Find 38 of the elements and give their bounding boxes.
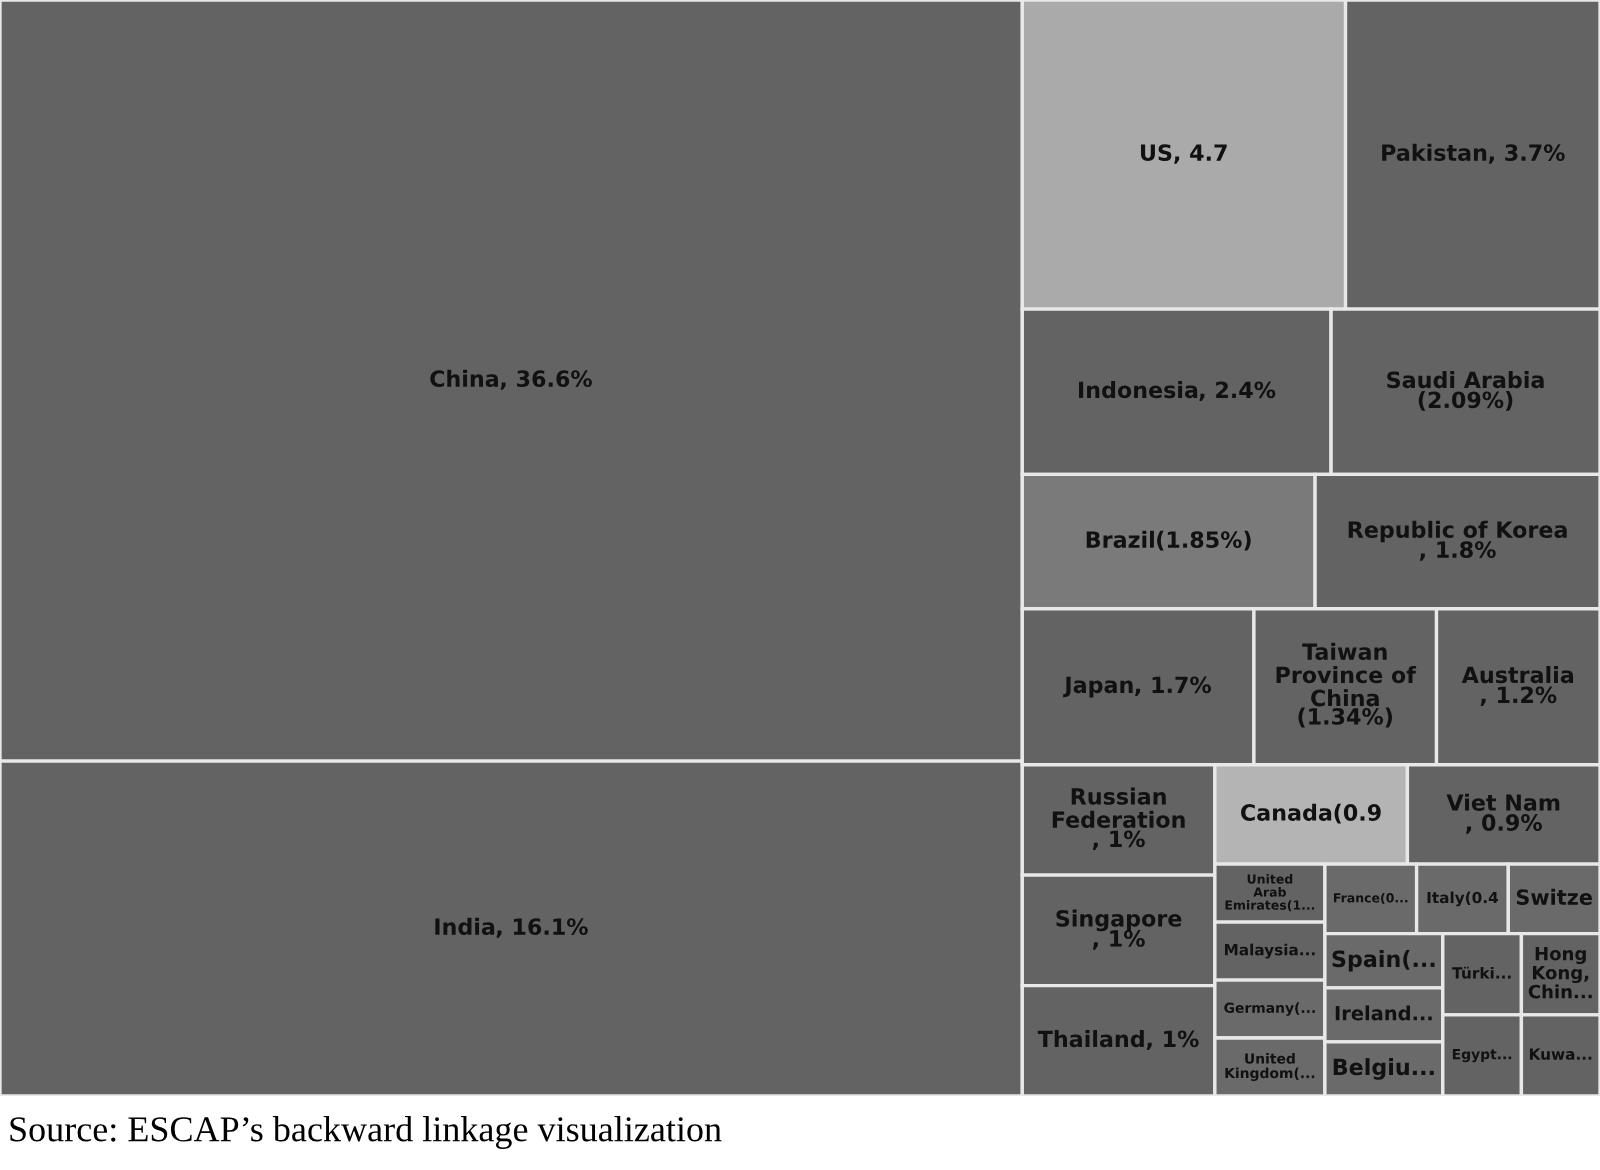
category-label: Canada xyxy=(1241,803,1332,821)
data-label: , 0.9% xyxy=(1466,814,1542,834)
category-label: Australia xyxy=(1461,665,1574,684)
category-label: India xyxy=(435,917,495,936)
category-label: Thailand xyxy=(1037,1030,1144,1048)
category-label: Switze xyxy=(1516,888,1592,905)
category-label: Ireland... xyxy=(1335,1005,1432,1021)
category-label: Republic of Korea xyxy=(1348,520,1567,543)
category-label: US xyxy=(1140,144,1172,162)
category-label: Spain(... xyxy=(1332,949,1435,972)
data-label: , 1.8% xyxy=(1419,541,1496,561)
data-label: , 1.7% xyxy=(1135,676,1211,697)
category-label: Belgiu... xyxy=(1333,1058,1434,1080)
data-label: , 1.2% xyxy=(1480,686,1557,707)
source-note: Source: ESCAP’s backward linkage visualization xyxy=(10,1116,722,1149)
data-label: , 3.7% xyxy=(1488,144,1565,164)
data-label: , 1% xyxy=(1146,1030,1199,1051)
data-label: , 16.1% xyxy=(496,918,588,938)
data-label: (2.09%) xyxy=(1418,391,1513,411)
category-label: Singapore xyxy=(1056,909,1182,932)
category-label: Brazil xyxy=(1086,530,1154,549)
data-label: , 36.6% xyxy=(500,370,592,390)
category-label: China xyxy=(430,369,498,388)
data-label: , 1% xyxy=(1092,830,1145,851)
data-label: , 1% xyxy=(1092,930,1145,950)
category-label: Viet Nam xyxy=(1446,793,1560,811)
data-label: (1.34%) xyxy=(1298,707,1393,728)
data-label: , 4.7 xyxy=(1174,144,1227,164)
data-label: (0.9 xyxy=(1334,803,1381,824)
category-label: Japan xyxy=(1063,676,1133,698)
category-label: Hong Kong, Chin... xyxy=(1528,947,1592,999)
data-label: (1.85%) xyxy=(1157,530,1251,551)
category-label: Indonesia xyxy=(1078,381,1198,399)
data-label: , 2.4% xyxy=(1199,381,1276,402)
category-label: Taiwan Province of China xyxy=(1276,642,1417,707)
category-label: Pakistan xyxy=(1382,143,1487,162)
category-label: Saudi Arabia xyxy=(1387,371,1544,389)
category-label: Russian Federation xyxy=(1052,787,1185,829)
